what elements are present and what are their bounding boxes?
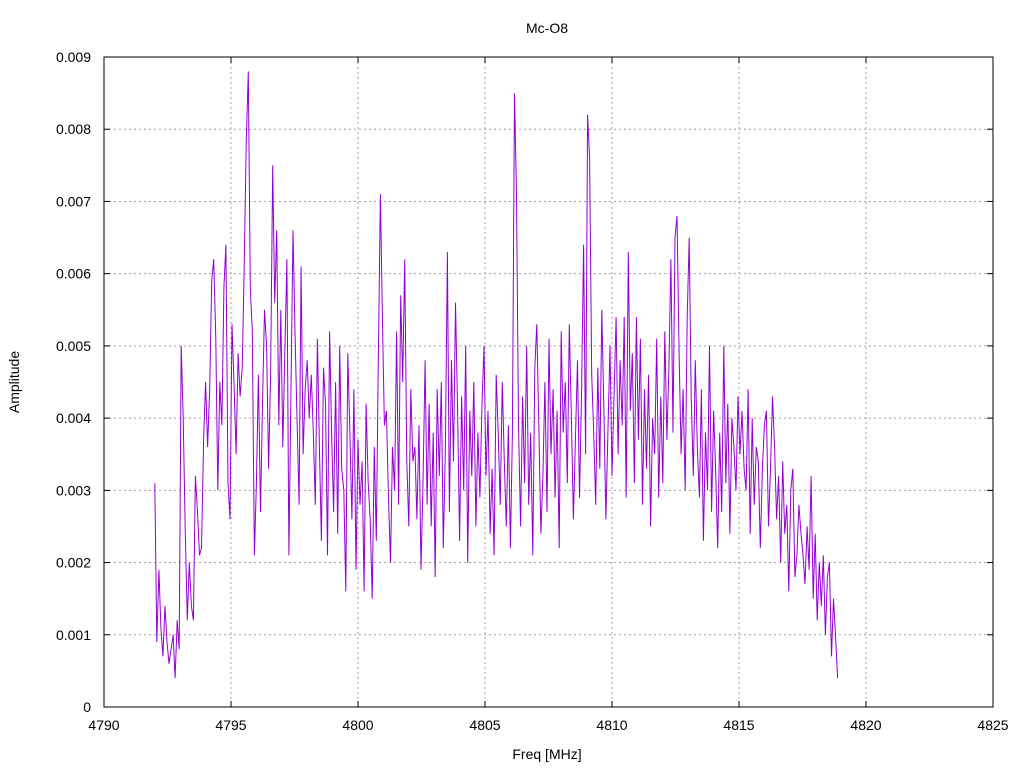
x-tick-label: 4815 bbox=[723, 717, 754, 733]
y-tick-label: 0 bbox=[83, 699, 91, 715]
series-line bbox=[154, 71, 839, 679]
x-tick-label: 4800 bbox=[342, 717, 373, 733]
y-tick-label: 0.006 bbox=[56, 266, 91, 282]
y-tick-label: 0.007 bbox=[56, 193, 91, 209]
x-tick-label: 4820 bbox=[850, 717, 881, 733]
grid-lines bbox=[104, 57, 993, 707]
x-tick-label: 4810 bbox=[596, 717, 627, 733]
x-tick-label: 4790 bbox=[88, 717, 119, 733]
y-tick-label: 0.008 bbox=[56, 121, 91, 137]
y-tick-label: 0.005 bbox=[56, 338, 91, 354]
x-axis-title: Freq [MHz] bbox=[512, 746, 581, 762]
y-axis-title: Amplitude bbox=[6, 351, 22, 413]
y-tick-label: 0.009 bbox=[56, 49, 91, 65]
y-tick-label: 0.004 bbox=[56, 410, 91, 426]
x-tick-label: 4805 bbox=[469, 717, 500, 733]
y-tick-label: 0.002 bbox=[56, 555, 91, 571]
y-tick-label: 0.003 bbox=[56, 482, 91, 498]
tick-labels: 4790 4795 4800 4805 4810 4815 4820 4825 0 0.001 0.… bbox=[56, 49, 1009, 733]
x-tick-label: 4825 bbox=[977, 717, 1008, 733]
x-tick-label: 4795 bbox=[215, 717, 246, 733]
chart-title: Mc-O8 bbox=[526, 20, 568, 36]
plot-frame bbox=[103, 56, 994, 708]
y-tick-label: 0.001 bbox=[56, 627, 91, 643]
